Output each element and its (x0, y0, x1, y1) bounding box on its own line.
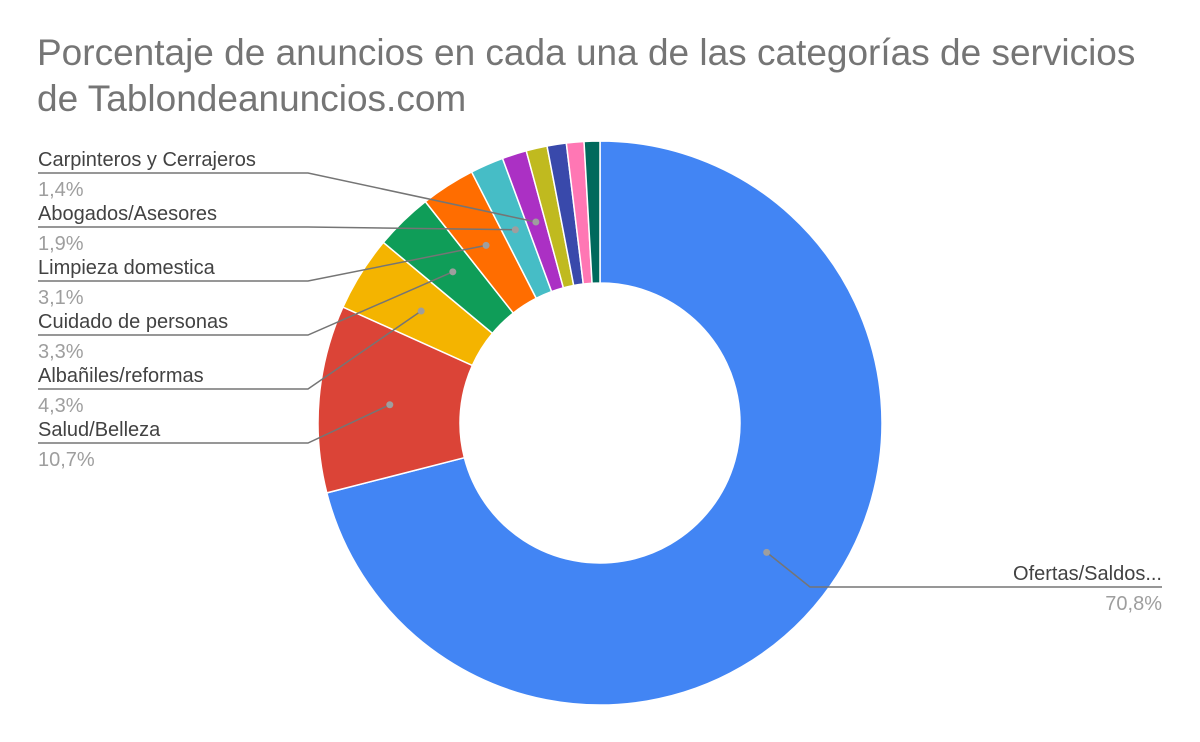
slice-value-label: 3,1% (38, 287, 84, 309)
slice-value-label: 10,7% (38, 449, 95, 471)
slice-value-label: 1,4% (38, 179, 84, 201)
pie-slice (325, 140, 883, 706)
leader-line (38, 310, 422, 390)
slice-label: Limpieza domestica (38, 257, 216, 279)
slice-value-label: 70,8% (1105, 593, 1162, 615)
leader-dot (449, 268, 457, 276)
leader-dot (417, 307, 425, 315)
leader-dot (532, 218, 540, 226)
leader-dot (386, 401, 394, 409)
leader-dot (763, 548, 771, 556)
slice-value-label: 1,9% (38, 233, 84, 255)
slice-label: Ofertas/Saldos... (1013, 563, 1162, 585)
slice-label: Salud/Belleza (38, 419, 161, 441)
slice-label: Abogados/Asesores (38, 203, 217, 225)
slice-label: Albañiles/reformas (38, 365, 204, 387)
slice-label: Carpinteros y Cerrajeros (38, 149, 256, 171)
slice-label: Cuidado de personas (38, 311, 228, 333)
leader-line (766, 551, 1162, 588)
leader-dot (511, 226, 519, 234)
chart-title: Porcentaje de anuncios en cada una de la… (37, 32, 1136, 119)
leader-dot (482, 241, 490, 249)
slice-value-label: 4,3% (38, 395, 84, 417)
leader-line (38, 404, 391, 444)
leader-line (38, 172, 537, 223)
slice-value-label: 3,3% (38, 341, 84, 363)
pie-slice (583, 140, 601, 285)
leader-line (38, 226, 516, 231)
leader-line (38, 271, 454, 336)
leader-line (38, 244, 487, 282)
